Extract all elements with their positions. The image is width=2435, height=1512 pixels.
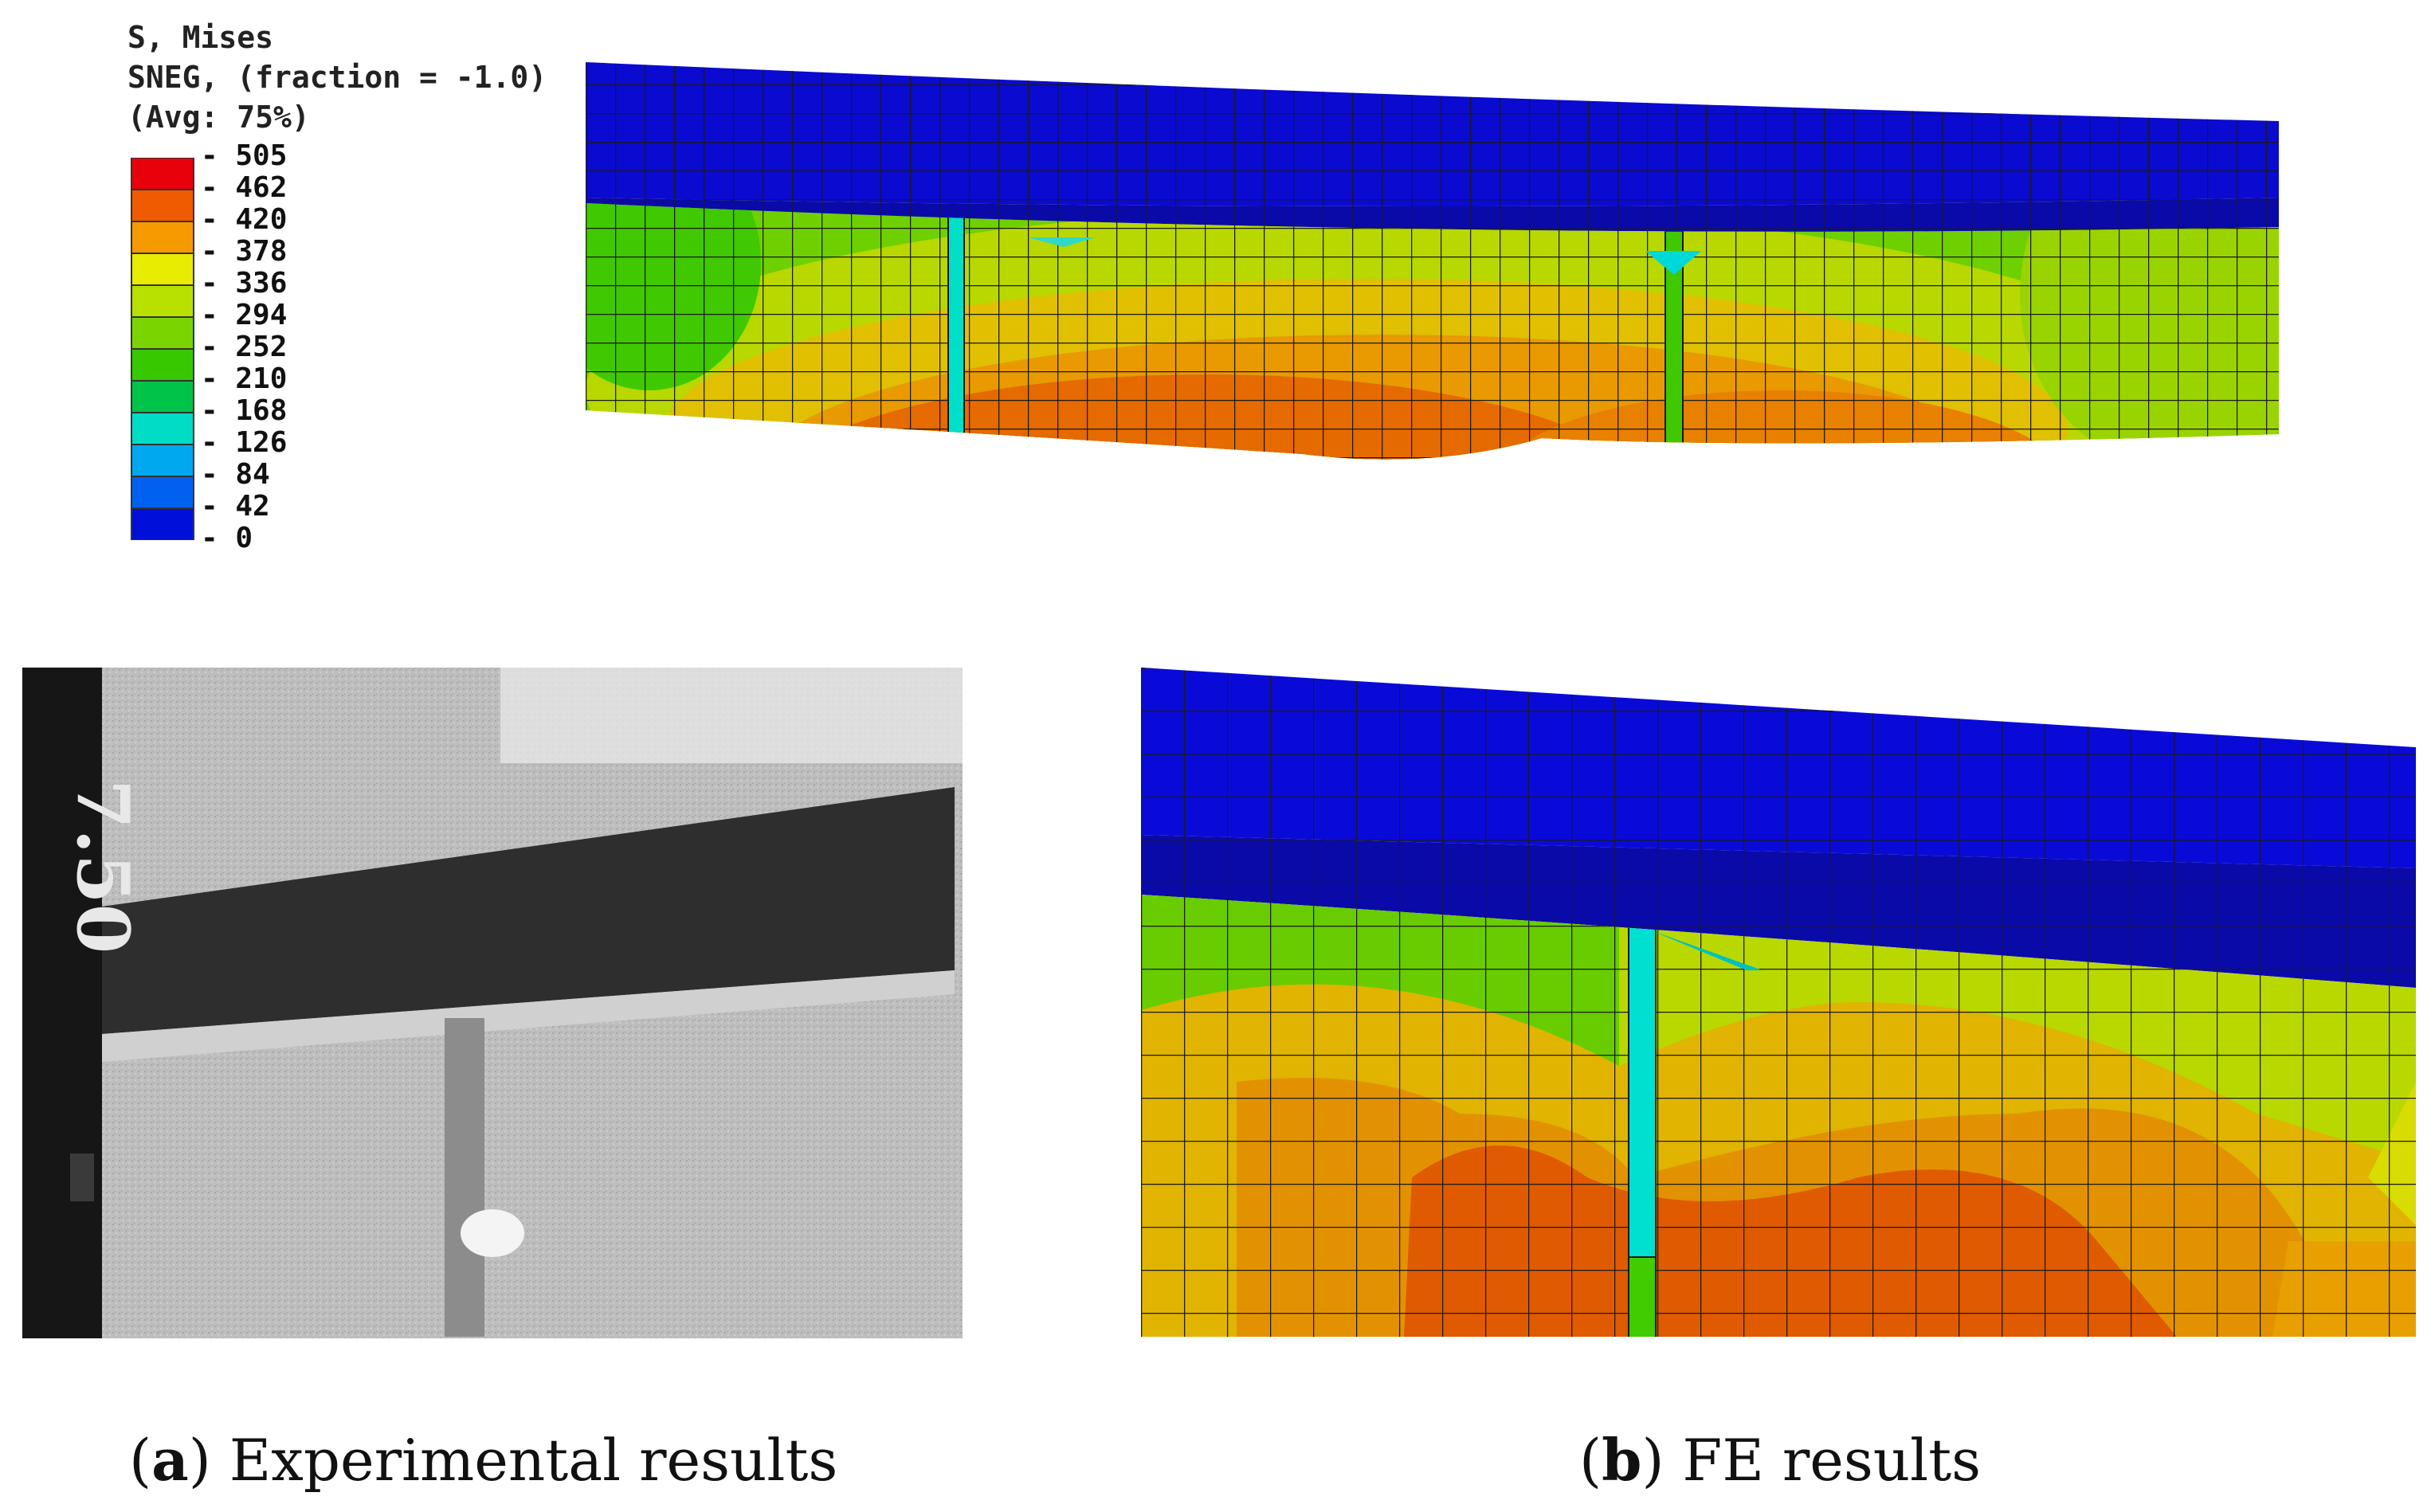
legend-color-swatch	[131, 349, 194, 381]
caption-b: (b) FE results	[1579, 1426, 1982, 1494]
closeup-flange-mesh	[1141, 668, 2416, 868]
legend-value-labels: 50546242037833629425221016812684420	[201, 140, 287, 554]
light-reflection	[461, 1209, 524, 1257]
caption-a: (a) Experimental results	[129, 1426, 838, 1494]
legend-color-bar	[131, 158, 194, 540]
beam-flange	[102, 787, 955, 1034]
legend-value-label: 126	[201, 427, 287, 459]
web-stress-field	[586, 203, 2279, 460]
experimental-photo: 7.50	[22, 668, 963, 1338]
legend-value-label: 42	[201, 491, 287, 523]
legend-value-label: 505	[201, 140, 287, 172]
caption-a-text: ) Experimental results	[188, 1427, 838, 1494]
legend-color-swatch	[131, 508, 194, 540]
legend-color-swatch	[131, 221, 194, 253]
closeup-hotspot	[1651, 930, 1763, 970]
caption-a-letter: a	[151, 1426, 189, 1494]
legend-color-swatch	[131, 413, 194, 445]
caption-b-text: ) FE results	[1641, 1427, 1982, 1494]
caption-b-letter: b	[1602, 1426, 1642, 1494]
legend-title-averaging: (Avg: 75%)	[127, 100, 310, 135]
stiffener-weld-highlight	[1645, 251, 1701, 275]
contour-legend: S, Mises SNEG, (fraction = -1.0) (Avg: 7…	[127, 18, 574, 137]
legend-color-swatch	[131, 317, 194, 349]
legend-value-label: 294	[201, 300, 287, 331]
legend-value-label: 336	[201, 268, 287, 300]
legend-title-variable: S, Mises	[127, 20, 274, 55]
legend-color-swatch	[131, 445, 194, 476]
photo-marking: 7.50	[61, 779, 145, 954]
legend-value-label: 84	[201, 459, 287, 491]
legend-color-swatch	[131, 190, 194, 221]
legend-color-swatch	[131, 476, 194, 508]
legend-color-swatch	[131, 253, 194, 285]
scale-post	[22, 668, 102, 1338]
legend-value-label: 252	[201, 331, 287, 363]
stiffener	[445, 1018, 484, 1337]
flange-edge	[102, 970, 955, 1062]
legend-value-label: 462	[201, 172, 287, 204]
legend-title-section: SNEG, (fraction = -1.0)	[127, 60, 547, 95]
legend-value-label: 0	[201, 523, 287, 554]
legend-color-swatch	[131, 158, 194, 190]
fe-beam-closeup	[1141, 668, 2416, 1337]
legend-color-swatch	[131, 285, 194, 317]
legend-value-label: 210	[201, 363, 287, 395]
top-flange-mesh	[586, 62, 2279, 206]
fe-beam-overview	[586, 62, 2279, 460]
flange-hotspot	[1028, 237, 1096, 247]
legend-value-label: 420	[201, 204, 287, 236]
legend-color-swatch	[131, 381, 194, 413]
closeup-stress-field	[1141, 895, 2416, 1337]
legend-value-label: 168	[201, 395, 287, 427]
legend-value-label: 378	[201, 236, 287, 268]
